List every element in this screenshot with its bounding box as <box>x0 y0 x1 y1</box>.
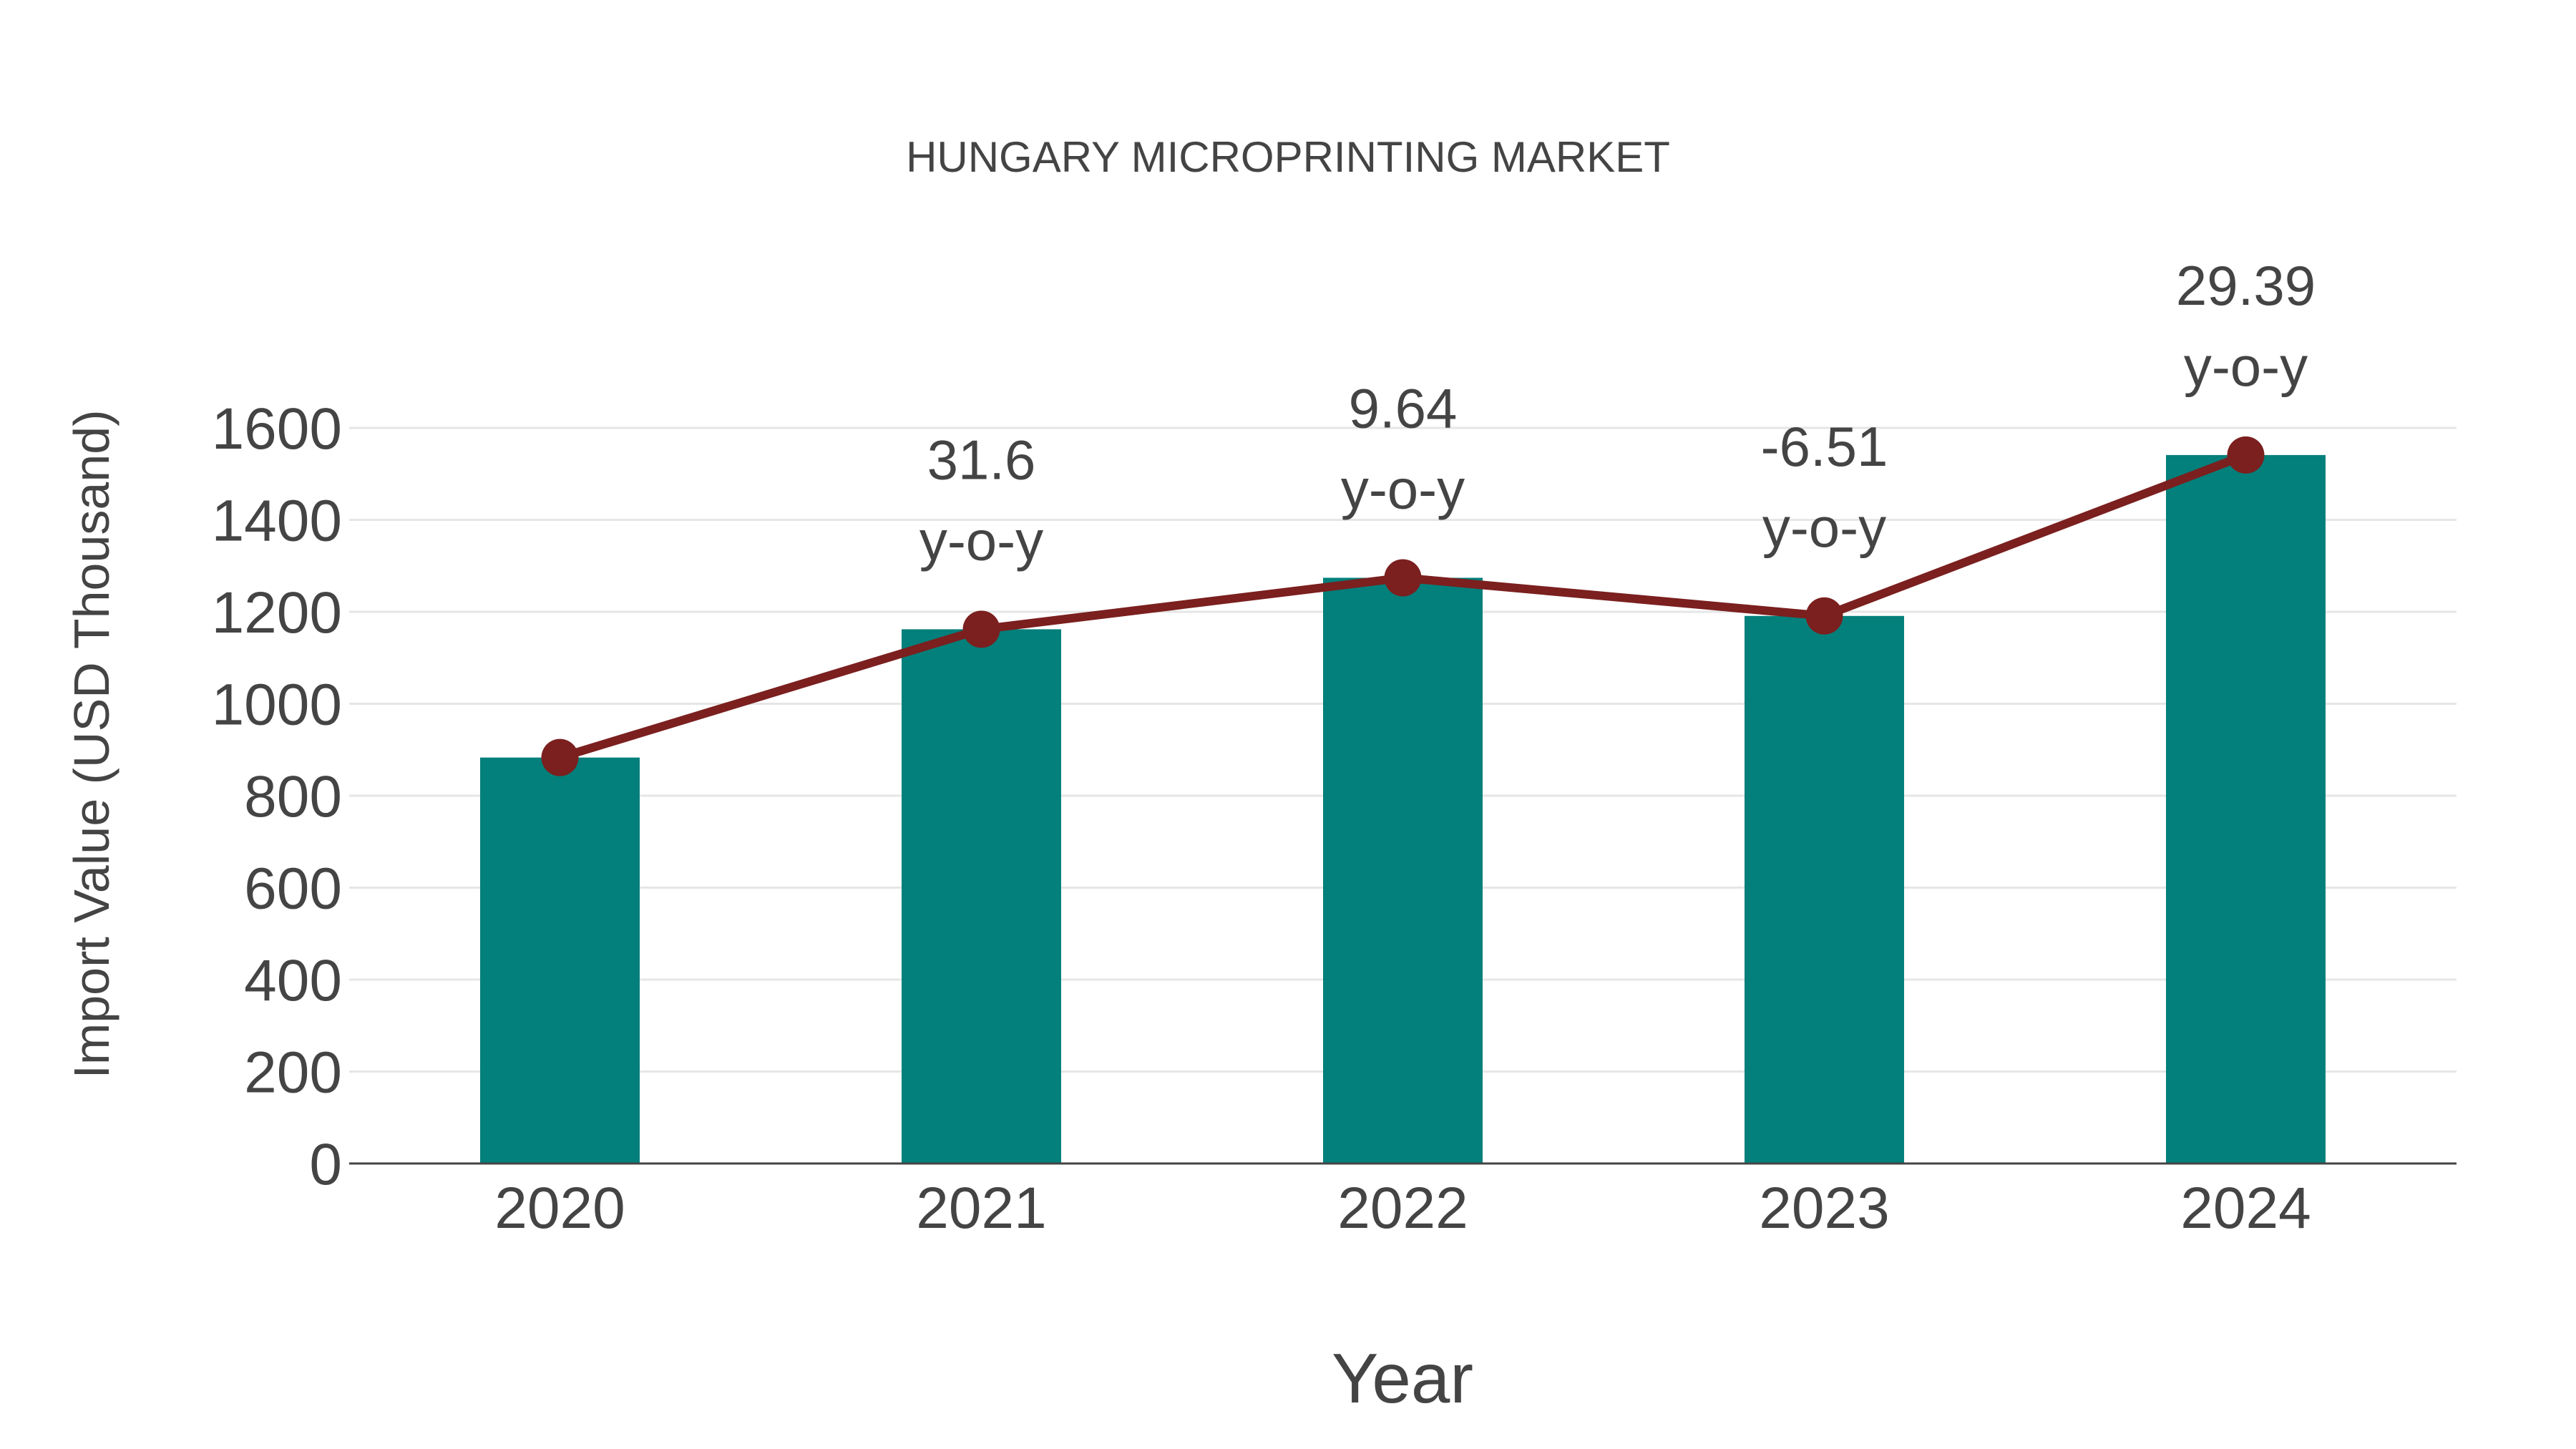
y-tick-label: 1000 <box>212 673 342 738</box>
yoy-value: 29.39 <box>2176 254 2316 317</box>
x-tick-label: 2023 <box>1759 1176 1889 1241</box>
x-axis-ticks: 2020 2021 2022 2023 2024 <box>494 1176 2311 1241</box>
yoy-suffix: y-o-y <box>919 509 1043 572</box>
bar-2024 <box>2166 454 2326 1163</box>
trend-marker <box>2227 436 2265 474</box>
y-tick-label: 400 <box>244 948 342 1013</box>
yoy-suffix: y-o-y <box>1762 496 1886 559</box>
trend-marker <box>1805 597 1843 635</box>
x-tick-label: 2022 <box>1337 1176 1468 1241</box>
y-tick-label: 800 <box>244 764 342 829</box>
yoy-value: 31.6 <box>927 428 1036 491</box>
trend-marker <box>962 610 1000 648</box>
y-tick-label: 1600 <box>212 396 342 462</box>
y-axis-ticks: 0 200 400 600 800 1000 1200 1400 1600 <box>212 396 342 1197</box>
bar-2021 <box>902 629 1061 1163</box>
x-tick-label: 2020 <box>494 1176 625 1241</box>
bar-series <box>480 454 2326 1163</box>
yoy-suffix: y-o-y <box>1341 457 1465 520</box>
x-axis-label: Year <box>1331 1339 1474 1418</box>
bar-2020 <box>480 757 640 1163</box>
y-tick-label: 1400 <box>212 489 342 554</box>
y-tick-label: 200 <box>244 1040 342 1106</box>
x-tick-label: 2021 <box>916 1176 1046 1241</box>
yoy-value: 9.64 <box>1349 376 1458 439</box>
yoy-suffix: y-o-y <box>2184 335 2308 398</box>
trend-marker <box>541 738 579 776</box>
y-tick-label: 1200 <box>212 580 342 645</box>
y-tick-label: 600 <box>244 857 342 922</box>
yoy-value: -6.51 <box>1761 415 1888 478</box>
x-tick-label: 2024 <box>2180 1176 2311 1241</box>
trend-line-series <box>541 436 2265 776</box>
chart-title: HUNGARY MICROPRINTING MARKET <box>906 133 1670 181</box>
bar-2022 <box>1323 577 1483 1163</box>
bar-2023 <box>1745 615 1904 1163</box>
trend-marker <box>1384 559 1422 597</box>
y-tick-label: 0 <box>309 1132 342 1197</box>
yoy-annotations: 31.6 y-o-y 9.64 y-o-y -6.51 y-o-y 29.39 y-o-y <box>919 254 2316 572</box>
